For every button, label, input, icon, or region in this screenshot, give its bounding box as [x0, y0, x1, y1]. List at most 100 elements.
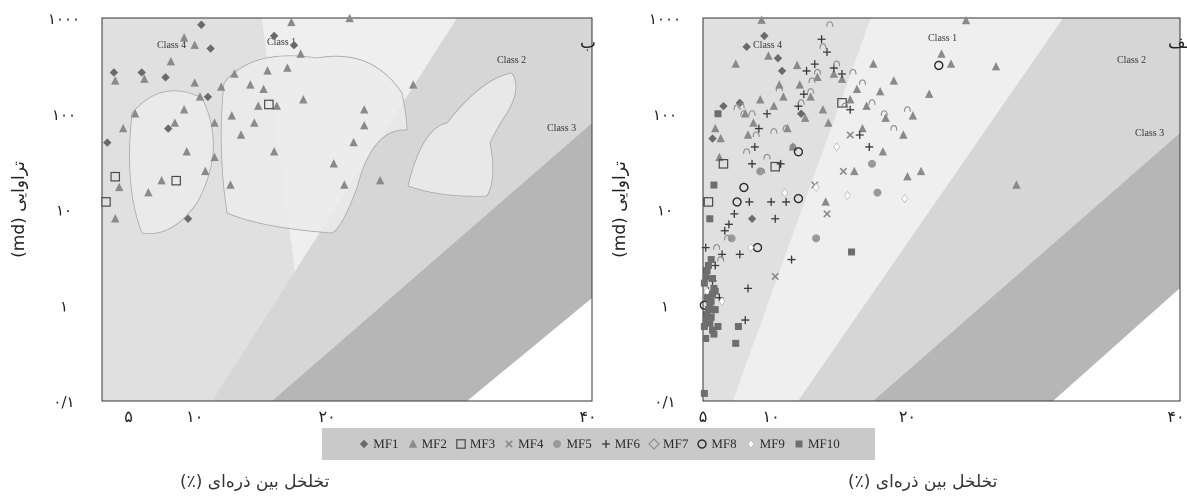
- mf7-point: [890, 125, 898, 131]
- mf2-point: [779, 92, 788, 101]
- mf2-point: [179, 105, 189, 114]
- legend-item-mf6: MF6: [599, 436, 640, 452]
- mf2-point: [166, 56, 176, 66]
- mf2-point: [829, 69, 839, 78]
- left-xlabel: تخلخل بین ذره‌ای (٪): [180, 472, 330, 492]
- mf6-point: [735, 250, 744, 259]
- mf10-point: [703, 294, 711, 302]
- x-tick-label: ۱۰: [763, 407, 780, 426]
- mf2-point: [788, 142, 798, 151]
- mf7-point: [849, 68, 857, 75]
- y-tick-label: ۱۰۰۰: [48, 10, 80, 28]
- mf7-point: [833, 60, 841, 67]
- mf6-point: [741, 316, 750, 325]
- mf7-point: [648, 438, 660, 450]
- legend-label: MF4: [518, 436, 544, 451]
- mf2-point: [908, 111, 918, 120]
- mf2-point: [190, 78, 199, 87]
- mf1-point: [777, 66, 787, 76]
- y-axis-label: تراوایی (md): [610, 161, 630, 258]
- y-tick-label: ۱: [661, 297, 669, 315]
- mf2-point: [769, 101, 779, 110]
- mf6-point: [767, 197, 776, 206]
- legend-item-mf1: MF1: [357, 436, 399, 452]
- mf2-point: [140, 74, 149, 83]
- mf10-point: [706, 301, 714, 309]
- mf7-point: [748, 110, 756, 116]
- mf4-point: [505, 440, 513, 448]
- mf10-point: [709, 275, 717, 283]
- x-tick-label: ۲۰: [319, 407, 336, 426]
- mf2-point: [210, 118, 219, 127]
- mf7-point: [868, 99, 876, 105]
- mf7-point: [733, 104, 741, 110]
- mf6-point: [748, 159, 757, 168]
- mf2-point: [111, 214, 120, 223]
- legend-item-mf10: MF10: [792, 436, 840, 452]
- mf10-point: [710, 181, 718, 189]
- mf3-point: [171, 175, 181, 186]
- mf1-point: [206, 44, 215, 53]
- mf6-point: [763, 109, 772, 118]
- mf10-point: [795, 440, 803, 448]
- legend-label: MF9: [759, 436, 785, 451]
- mf7-point: [723, 234, 732, 241]
- mf6-point: [817, 35, 826, 44]
- mf7-point: [813, 68, 822, 75]
- mf2-point: [756, 95, 765, 104]
- y-tick-label: ۰/۱: [53, 393, 74, 411]
- mf2-point: [269, 147, 279, 156]
- mf10-point: [848, 248, 856, 256]
- right-xlabel: تخلخل بین ذره‌ای (٪): [848, 472, 998, 492]
- mf9-point: [718, 296, 726, 306]
- mf3-point: [703, 197, 714, 207]
- mf10-point: [702, 334, 710, 342]
- mf2-point: [236, 130, 246, 139]
- legend-item-mf4: MF4: [502, 436, 543, 452]
- mf2-point: [190, 40, 199, 49]
- mf2-point: [287, 17, 296, 27]
- legend-label: MF5: [566, 436, 592, 451]
- mf2-point: [299, 95, 308, 104]
- mf3-point: [264, 99, 274, 110]
- region-label: Class 2: [1117, 55, 1146, 66]
- legend-label: MF10: [807, 436, 840, 451]
- legend-label: MF1: [373, 436, 399, 451]
- mf10-point: [707, 313, 715, 321]
- plot-frame: [101, 17, 593, 402]
- mf6-point: [846, 105, 855, 114]
- mf2-point: [925, 89, 934, 98]
- mf6-point: [771, 214, 780, 223]
- mf6-point: [711, 261, 720, 270]
- mf2-point: [795, 80, 804, 89]
- mf2-point: [878, 147, 888, 156]
- mf2-point: [852, 84, 862, 94]
- mf2-point: [130, 109, 140, 118]
- mf2-point: [875, 86, 885, 96]
- mf1-point: [197, 20, 206, 29]
- mf2-point: [792, 60, 802, 70]
- mf2-point: [230, 69, 239, 78]
- mf6-point: [823, 48, 832, 57]
- mf8-point: [732, 197, 742, 207]
- mf8-point: [793, 147, 804, 157]
- diamond-icon: [360, 439, 369, 449]
- mf6-point: [701, 243, 710, 252]
- mf7-point: [903, 106, 911, 112]
- y-tick-label: ۰/۱: [654, 393, 675, 411]
- mf7-point: [717, 256, 725, 262]
- mf1-point: [773, 54, 783, 63]
- diamond-open-icon: [648, 438, 660, 450]
- circle-open-icon: [697, 439, 708, 449]
- y-tick-label: ۱۰۰: [52, 106, 76, 124]
- mf2-point: [869, 59, 878, 68]
- mf6-point: [855, 130, 864, 139]
- mf10-point: [714, 322, 722, 330]
- mf7-point: [740, 110, 748, 116]
- mf1-point: [289, 40, 299, 50]
- mf7-point: [858, 79, 867, 85]
- mf2-point: [749, 118, 758, 127]
- mf4-point: [823, 210, 831, 218]
- mf2-point: [711, 123, 720, 133]
- cluster-outline: [129, 90, 214, 235]
